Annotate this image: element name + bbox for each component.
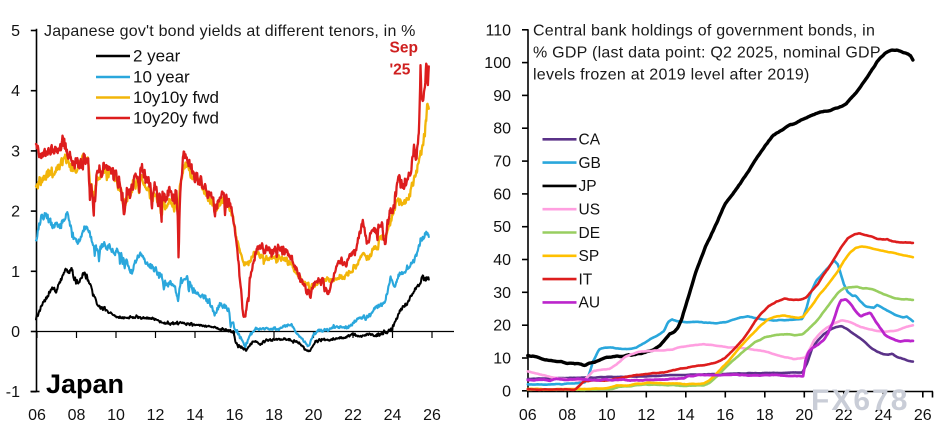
svg-text:90: 90 (493, 88, 511, 105)
svg-text:110: 110 (485, 22, 511, 39)
svg-text:AU: AU (579, 295, 601, 312)
svg-text:Japan: Japan (46, 369, 124, 399)
svg-text:60: 60 (493, 186, 511, 203)
svg-text:14: 14 (186, 407, 204, 424)
svg-text:10: 10 (598, 407, 616, 424)
svg-text:% GDP (last data point: Q2 202: % GDP (last data point: Q2 2025, nominal… (533, 45, 881, 62)
svg-text:Central bank holdings of gover: Central bank holdings of government bond… (533, 23, 875, 40)
svg-text:40: 40 (493, 252, 511, 269)
svg-text:12: 12 (637, 407, 655, 424)
svg-text:18: 18 (756, 407, 774, 424)
svg-text:50: 50 (493, 219, 511, 236)
svg-text:10: 10 (107, 407, 125, 424)
svg-text:FX678: FX678 (811, 384, 909, 417)
svg-text:26: 26 (914, 407, 932, 424)
svg-text:16: 16 (716, 407, 734, 424)
svg-text:80: 80 (493, 121, 511, 138)
svg-text:Sep: Sep (390, 40, 418, 57)
svg-text:0: 0 (502, 383, 511, 400)
svg-text:JP: JP (579, 178, 597, 195)
svg-text:10: 10 (493, 351, 511, 368)
svg-text:Japanese gov't bond yields at: Japanese gov't bond yields at different … (44, 23, 416, 40)
svg-text:2: 2 (11, 204, 20, 221)
svg-text:SP: SP (579, 248, 600, 265)
svg-text:-1: -1 (6, 384, 20, 401)
svg-text:10y20y fwd: 10y20y fwd (133, 109, 219, 128)
svg-text:12: 12 (147, 407, 165, 424)
svg-text:20: 20 (493, 318, 511, 335)
svg-text:3: 3 (11, 143, 20, 160)
svg-text:22: 22 (344, 407, 362, 424)
svg-text:DE: DE (579, 225, 601, 242)
svg-text:22: 22 (835, 407, 853, 424)
svg-text:1: 1 (11, 264, 20, 281)
svg-text:levels frozen at 2019 level af: levels frozen at 2019 level after 2019) (533, 67, 810, 84)
svg-text:IT: IT (579, 271, 593, 288)
svg-text:US: US (579, 202, 601, 219)
svg-text:06: 06 (519, 407, 537, 424)
svg-text:20: 20 (305, 407, 323, 424)
svg-text:16: 16 (226, 407, 244, 424)
svg-text:18: 18 (265, 407, 283, 424)
svg-text:4: 4 (11, 83, 20, 100)
svg-text:08: 08 (558, 407, 576, 424)
svg-text:30: 30 (493, 285, 511, 302)
svg-text:2 year: 2 year (133, 47, 181, 66)
svg-text:'25: '25 (390, 61, 411, 78)
svg-text:08: 08 (68, 407, 86, 424)
svg-text:GB: GB (579, 155, 601, 172)
svg-text:10y10y fwd: 10y10y fwd (133, 88, 219, 107)
svg-text:06: 06 (28, 407, 46, 424)
svg-text:24: 24 (384, 407, 402, 424)
svg-text:20: 20 (795, 407, 813, 424)
svg-text:0: 0 (11, 324, 20, 341)
svg-text:100: 100 (484, 55, 511, 72)
svg-text:14: 14 (677, 407, 695, 424)
svg-text:70: 70 (493, 154, 511, 171)
svg-text:CA: CA (579, 132, 601, 149)
svg-text:26: 26 (423, 407, 441, 424)
svg-text:5: 5 (11, 23, 20, 40)
svg-text:10 year: 10 year (133, 68, 190, 87)
svg-text:24: 24 (874, 407, 892, 424)
